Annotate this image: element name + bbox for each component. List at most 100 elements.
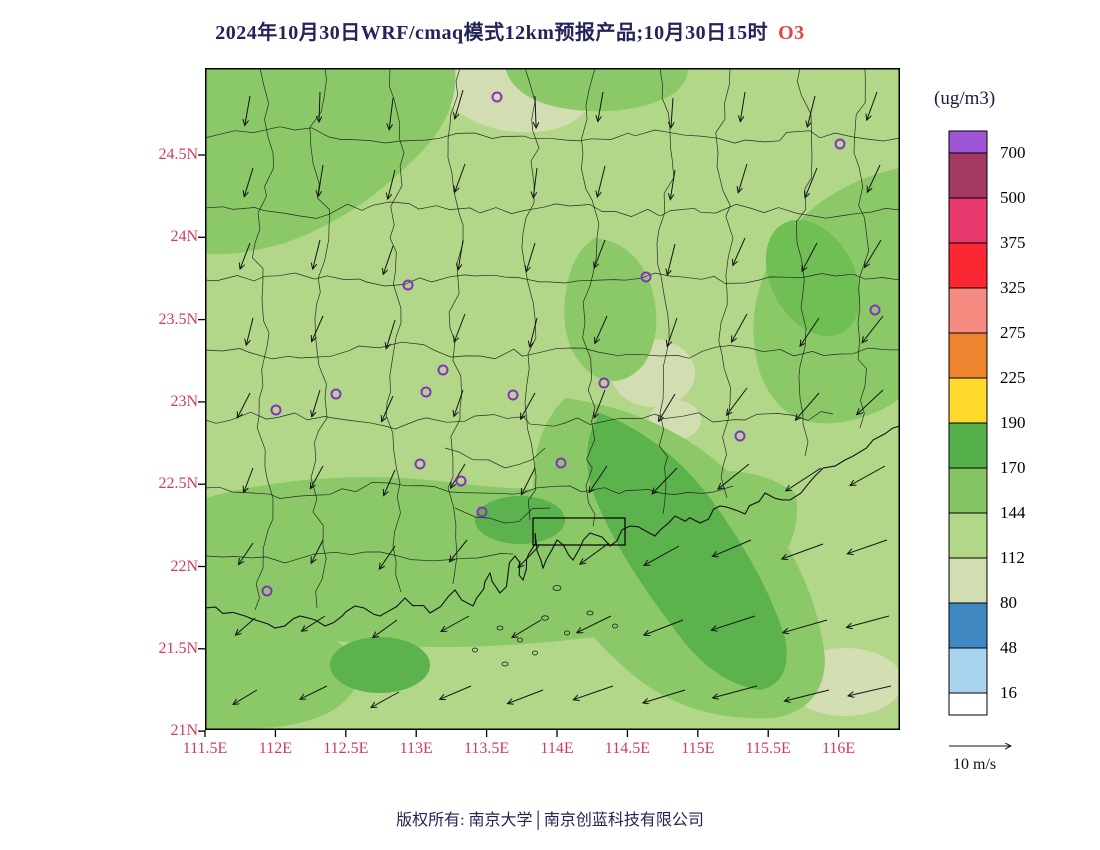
boundary-line xyxy=(444,447,546,469)
fill-darkgreen-patch xyxy=(330,637,430,693)
wind-arrow xyxy=(454,313,466,342)
wind-arrow xyxy=(371,691,400,708)
wind-arrow xyxy=(807,95,816,127)
wind-arrow xyxy=(244,167,254,197)
wind-arrow xyxy=(573,685,614,700)
wind-arrow xyxy=(455,163,466,192)
wind-arrow xyxy=(671,97,673,128)
boundary-line xyxy=(656,68,675,515)
lat-label: 23.5N xyxy=(158,310,198,328)
county-boundaries xyxy=(205,68,900,629)
station-marker xyxy=(507,389,519,401)
colorbar-tick-label: 325 xyxy=(1000,278,1026,297)
wind-arrow xyxy=(667,317,678,346)
boundary-line xyxy=(853,68,870,429)
lon-label: 111.5E xyxy=(182,740,228,757)
boundary-line xyxy=(252,68,275,611)
wind-arrow xyxy=(300,685,328,699)
wind-arrow xyxy=(795,392,820,420)
wind-arrow xyxy=(718,463,750,489)
colorbar-segment xyxy=(948,332,988,379)
wind-arrow xyxy=(389,97,394,130)
station-marker xyxy=(476,506,488,518)
wind-arrow xyxy=(594,389,606,418)
map-frame xyxy=(205,68,900,730)
boundary-line xyxy=(205,201,900,219)
colorbar-segment xyxy=(948,422,988,469)
colorbar-segment xyxy=(948,152,988,199)
wind-arrow xyxy=(235,617,256,635)
lon-label: 113.5E xyxy=(464,740,510,757)
wind-arrow xyxy=(862,315,884,343)
wind-scale-label: 10 m/s xyxy=(953,756,997,773)
colorbar-tick-label: 170 xyxy=(1000,458,1026,477)
coastline xyxy=(205,425,900,629)
wind-arrow xyxy=(310,465,324,489)
wind-arrow xyxy=(802,242,818,271)
colorbar-segment xyxy=(948,377,988,424)
lon-label: 115E xyxy=(681,740,715,757)
wind-scale-legend xyxy=(949,732,1055,788)
wind-arrow xyxy=(594,239,606,268)
wind-arrow xyxy=(458,239,464,270)
fill-darkgreen-patch xyxy=(765,219,861,337)
wind-arrow xyxy=(518,545,540,568)
lon-label: 112.5E xyxy=(323,740,369,757)
station-marker xyxy=(437,364,449,376)
wind-arrow xyxy=(598,91,604,122)
station-marker xyxy=(834,138,846,150)
wind-arrow xyxy=(847,615,890,627)
boundary-line xyxy=(385,68,405,593)
station-marker xyxy=(420,386,432,398)
colorbar-tick-label: 275 xyxy=(1000,323,1026,342)
station-marker xyxy=(555,457,567,469)
station-marker xyxy=(414,458,426,470)
colorbar-unit-label: (ug/m3) xyxy=(934,88,996,109)
lat-label: 24N xyxy=(170,228,198,246)
wind-arrow xyxy=(597,165,606,197)
wind-vector-layer xyxy=(233,89,892,708)
colorbar-tick-label: 16 xyxy=(1000,683,1017,702)
boundary-line xyxy=(205,341,900,360)
colorbar-segment xyxy=(948,647,988,694)
lat-label: 22.5N xyxy=(158,475,198,493)
wind-arrow xyxy=(384,469,396,496)
wind-arrow xyxy=(783,619,828,633)
boundary-line xyxy=(205,272,900,287)
wind-arrow xyxy=(712,539,752,556)
wind-arrow xyxy=(643,689,686,703)
wind-arrow xyxy=(441,615,470,632)
axis-ticks xyxy=(198,154,840,737)
wind-arrow xyxy=(740,91,746,122)
wind-arrow xyxy=(521,467,536,495)
nested-domain-box xyxy=(532,517,626,546)
wind-arrow xyxy=(580,542,610,564)
wind-scale-text-wrap: 10 m/s xyxy=(945,732,1055,788)
wind-arrow xyxy=(800,317,820,346)
wind-arrow xyxy=(857,389,884,415)
boundary-line xyxy=(454,507,551,524)
station-marker-layer xyxy=(261,91,881,597)
wind-arrow xyxy=(786,467,822,491)
colorbar-tick-label: 190 xyxy=(1000,413,1026,432)
wind-arrow xyxy=(644,619,684,635)
colorbar-tick-label: 48 xyxy=(1000,638,1017,657)
station-marker xyxy=(261,585,273,597)
wind-arrow xyxy=(848,685,892,696)
lat-label: 21.5N xyxy=(158,639,198,657)
wind-arrow xyxy=(240,242,251,269)
wind-arrow xyxy=(383,245,394,274)
colorbar-segment xyxy=(948,557,988,604)
wind-arrow xyxy=(659,393,676,421)
species-label: O3 xyxy=(778,22,805,44)
wind-arrow xyxy=(533,167,538,198)
station-marker xyxy=(734,430,746,442)
wind-arrow xyxy=(319,91,320,122)
colorbar xyxy=(948,130,988,716)
wind-arrow xyxy=(312,389,321,417)
boundary-line xyxy=(205,551,514,564)
wind-arrow xyxy=(738,163,748,193)
fill-darkgreen-patch xyxy=(475,496,565,544)
wind-arrow xyxy=(512,619,542,638)
